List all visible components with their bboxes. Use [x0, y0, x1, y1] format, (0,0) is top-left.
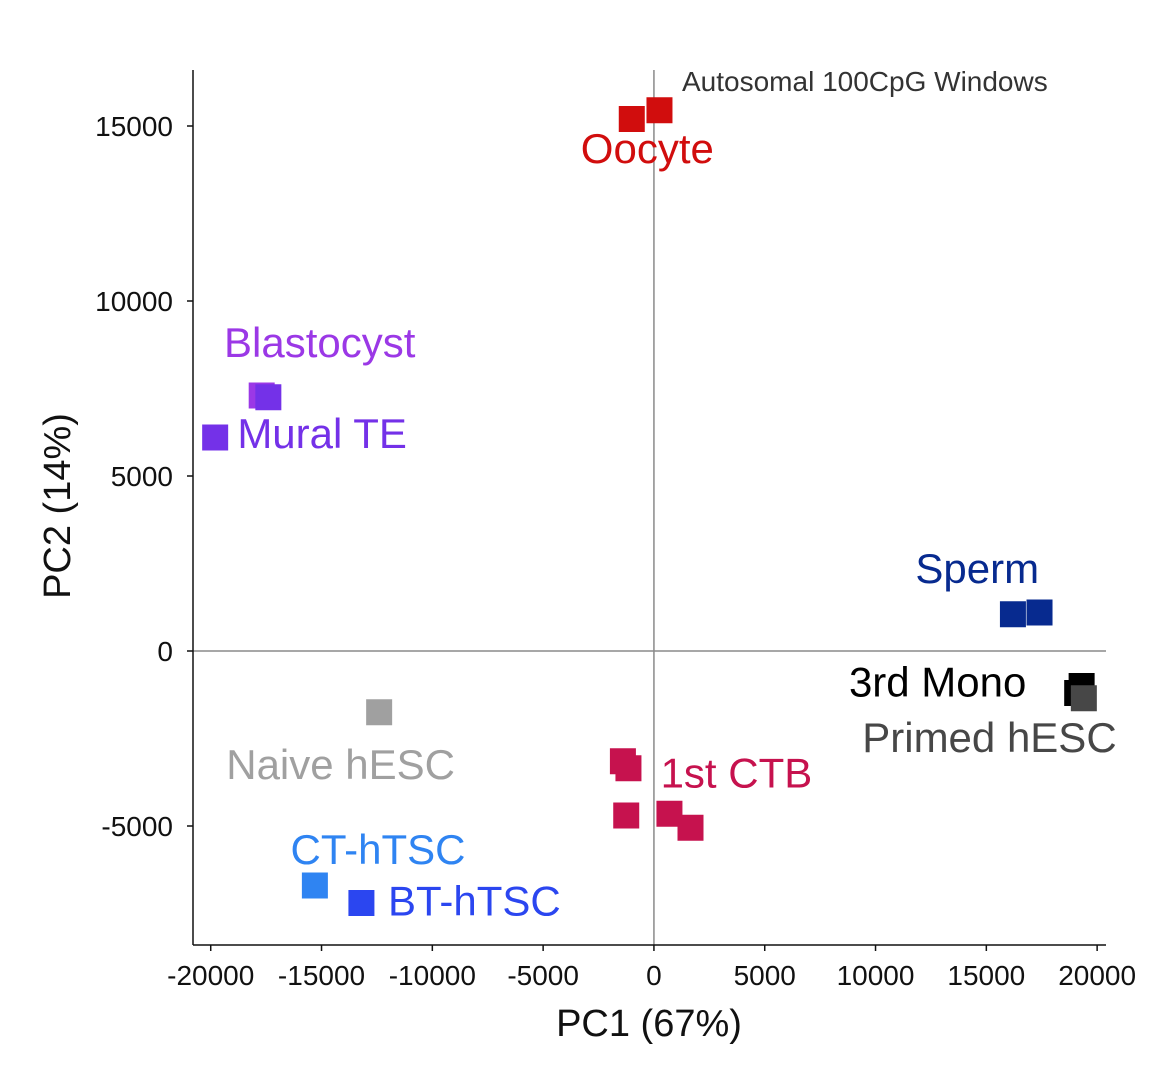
data-point: [646, 97, 673, 124]
data-point: [1026, 599, 1053, 626]
x-tick-label: -20000: [167, 960, 254, 991]
series-naive-hesc: [366, 699, 393, 726]
series-ct-htsc: [301, 872, 328, 899]
x-axis-ticks: -20000 -15000 -10000 -5000 0 5000 10000 15000 20…: [167, 945, 1136, 991]
y-tick-label: 15000: [95, 111, 173, 142]
series-oocyte: [618, 97, 673, 132]
x-tick-label: -15000: [278, 960, 365, 991]
group-label: Sperm: [915, 545, 1039, 592]
x-tick-label: -10000: [389, 960, 476, 991]
y-tick-label: -5000: [101, 811, 173, 842]
group-label: CT-hTSC: [291, 826, 466, 873]
group-label: Naive hESC: [226, 741, 455, 788]
x-tick-label: 0: [646, 960, 662, 991]
reference-lines: [193, 70, 1106, 945]
group-label: Mural TE: [237, 410, 407, 457]
group-label: BT-hTSC: [388, 877, 561, 924]
data-point: [255, 384, 282, 411]
group-label: Primed hESC: [862, 714, 1116, 761]
series-primed-hesc: [1070, 685, 1097, 712]
x-tick-label: -5000: [507, 960, 579, 991]
data-point: [677, 814, 704, 841]
data-point: [1070, 685, 1097, 712]
y-axis-label: PC2 (14%): [37, 413, 79, 599]
group-label: 1st CTB: [661, 750, 813, 797]
axes: [192, 70, 1106, 946]
data-point: [348, 890, 375, 916]
group-labels: Oocyte Blastocyst Mural TE Sperm 3rd Mono Pri…: [224, 125, 1117, 925]
y-tick-label: 10000: [95, 286, 173, 317]
data-points: [202, 97, 1097, 916]
x-tick-label: 10000: [837, 960, 915, 991]
series-mural-te: [202, 384, 282, 451]
x-tick-label: 5000: [734, 960, 796, 991]
chart-title: Autosomal 100CpG Windows: [682, 66, 1048, 97]
series-1st-ctb: [609, 748, 704, 841]
data-point: [999, 601, 1026, 628]
data-point: [618, 106, 645, 132]
x-tick-label: 20000: [1058, 960, 1136, 991]
data-point: [301, 872, 328, 899]
y-tick-label: 5000: [111, 461, 173, 492]
series-sperm: [999, 599, 1053, 628]
y-tick-label: 0: [157, 636, 173, 667]
data-point: [613, 802, 640, 829]
data-point: [366, 699, 393, 726]
data-point: [615, 755, 642, 782]
x-axis-label: PC1 (67%): [556, 1003, 742, 1045]
group-label: 3rd Mono: [849, 659, 1026, 706]
group-label: Blastocyst: [224, 319, 416, 366]
y-axis-ticks: -5000 0 5000 10000 15000: [95, 111, 193, 842]
data-point: [202, 424, 229, 451]
series-bt-htsc: [348, 890, 375, 916]
group-label: Oocyte: [581, 125, 714, 172]
x-tick-label: 15000: [947, 960, 1025, 991]
